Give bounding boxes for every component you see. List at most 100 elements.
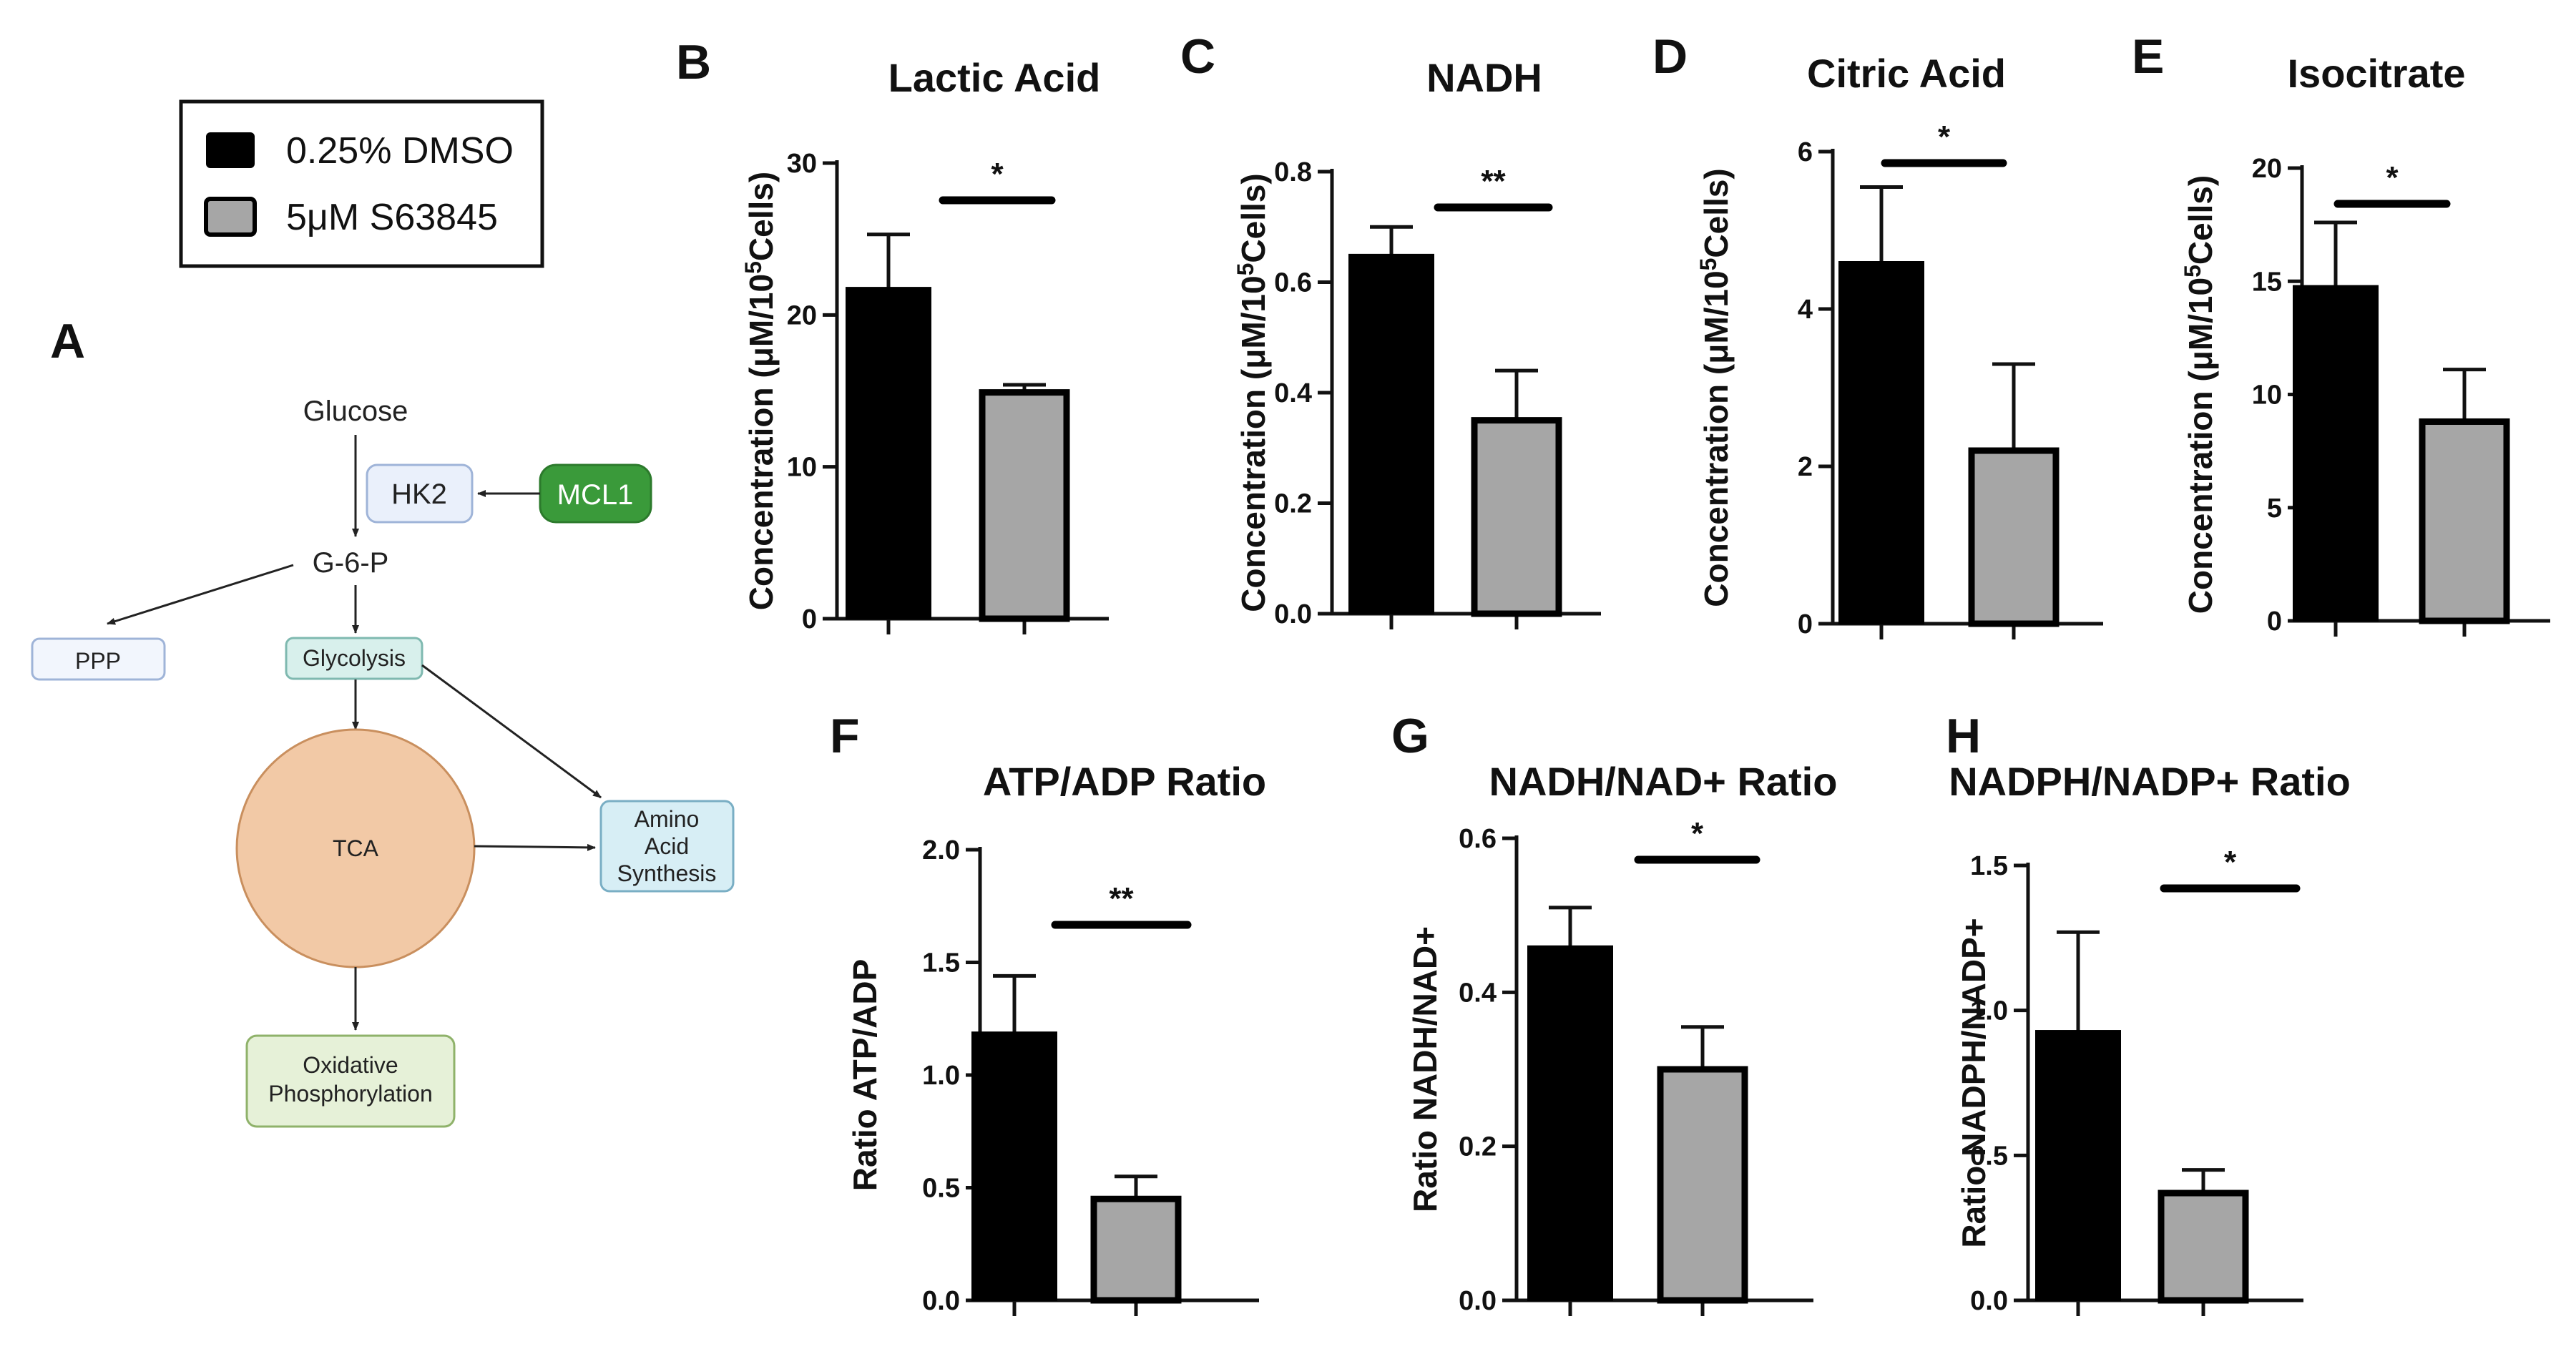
y-tick-label: 10 xyxy=(2252,381,2282,411)
y-tick-label: 0.0 xyxy=(1459,1286,1497,1316)
y-tick-label: 0.5 xyxy=(922,1174,960,1204)
bar xyxy=(1471,417,1562,617)
panel-letter-g: G xyxy=(1391,709,1429,763)
y-tick-label: 1.0 xyxy=(1970,996,2008,1026)
node-glycolysis: Glycolysis xyxy=(303,645,406,671)
node-amino-line3: Synthesis xyxy=(617,860,717,886)
chart-title: Lactic Acid xyxy=(888,55,1101,100)
chart-title: Isocitrate xyxy=(2288,51,2466,96)
significance-label: * xyxy=(1938,119,1951,154)
chart-g: G NADH/NAD+ Ratio Ratio NADH/NAD+ 0.0 0.2 0.4… xyxy=(1391,709,1837,1316)
panel-letter-e: E xyxy=(2132,29,2164,84)
y-tick-label: 0.6 xyxy=(1459,824,1497,854)
chart-title: NADPH/NADP+ Ratio xyxy=(1949,759,2351,804)
significance-label: * xyxy=(991,157,1004,192)
y-axis-label: Ratio ATP/ADP xyxy=(846,959,883,1192)
y-tick-label: 0.2 xyxy=(1274,489,1312,519)
y-tick-label: 2.0 xyxy=(922,835,960,865)
chart-c: C NADH Concentration (μM/105Cells)0.0 0.2 0.… xyxy=(1180,29,1601,629)
y-tick-label: 1.0 xyxy=(922,1061,960,1091)
legend-label-dmso: 0.25% DMSO xyxy=(286,130,514,172)
y-tick-label: 0.0 xyxy=(1274,599,1312,629)
node-amino-line1: Amino xyxy=(635,806,700,832)
pathway-diagram: A Glucose HK2 MCL1 G-6-P PPP Glycolysis … xyxy=(31,314,735,1128)
y-tick-label: 6 xyxy=(1798,137,1813,167)
panel-letter-f: F xyxy=(830,709,860,763)
legend-label-s63845: 5μM S63845 xyxy=(286,197,498,238)
bar xyxy=(1090,1195,1182,1304)
node-amino-box xyxy=(599,800,735,893)
y-tick-label: 15 xyxy=(2252,267,2282,297)
node-glycolysis-box xyxy=(285,637,423,680)
panel-letter-c: C xyxy=(1180,29,1215,84)
significance-label: * xyxy=(2224,845,2237,880)
node-amino-line2: Acid xyxy=(645,833,689,859)
y-tick-label: 0.4 xyxy=(1459,978,1497,1008)
y-tick-label: 0.2 xyxy=(1459,1132,1497,1162)
y-tick-label: 4 xyxy=(1798,295,1813,325)
bar xyxy=(971,1031,1057,1302)
significance-label: * xyxy=(2386,160,2399,195)
bar xyxy=(2035,1030,2121,1302)
node-tca: TCA xyxy=(333,835,379,861)
y-tick-label: 0.8 xyxy=(1274,157,1312,187)
significance-label: ** xyxy=(1109,881,1134,916)
y-axis-label: Concentration (μM/105Cells) xyxy=(1695,168,1735,607)
node-ppp-box xyxy=(31,637,166,681)
panel-letter-b: B xyxy=(676,35,711,89)
y-axis-label: Concentration (μM/105Cells) xyxy=(1233,173,1272,612)
panel-letter-d: D xyxy=(1652,29,1688,84)
node-oxphos-box xyxy=(245,1034,456,1128)
bar xyxy=(1838,261,1924,624)
bar xyxy=(2293,285,2379,622)
y-tick-label: 0.5 xyxy=(1970,1141,2008,1171)
chart-b: B Lactic Acid Concentration (μM/105Cells) 0… xyxy=(676,35,1109,634)
chart-title: ATP/ADP Ratio xyxy=(983,759,1266,804)
node-oxphos-line1: Oxidative xyxy=(303,1052,398,1078)
arrow-tca-amino xyxy=(474,843,596,851)
arrow-glycolysis-amino xyxy=(421,664,602,799)
y-tick-label: 0.0 xyxy=(922,1286,960,1316)
panel-letter-a: A xyxy=(50,314,85,368)
bar xyxy=(2419,418,2510,624)
significance-label: ** xyxy=(1481,164,1506,199)
y-tick-label: 1.5 xyxy=(1970,851,2008,881)
node-mcl1: MCL1 xyxy=(557,479,634,511)
arrow-g6p-ppp xyxy=(107,564,294,625)
node-hk2: HK2 xyxy=(391,479,447,510)
y-axis-label: Concentration (μM/105Cells) xyxy=(740,172,780,610)
y-tick-label: 0 xyxy=(802,604,817,634)
y-tick-label: 20 xyxy=(787,300,817,330)
y-tick-label: 0.4 xyxy=(1274,378,1312,408)
legend-box xyxy=(179,99,544,268)
y-tick-label: 0 xyxy=(1798,609,1813,639)
node-ppp: PPP xyxy=(75,648,121,674)
bar xyxy=(1657,1066,1748,1304)
y-tick-label: 10 xyxy=(787,453,817,483)
bar xyxy=(979,389,1070,622)
bar xyxy=(1527,945,1613,1301)
y-tick-label: 1.5 xyxy=(922,948,960,978)
y-tick-label: 30 xyxy=(787,149,817,179)
node-glucose: Glucose xyxy=(303,396,408,427)
panel-letter-h: H xyxy=(1946,709,1981,763)
node-hk2-box xyxy=(366,463,474,524)
y-axis-label: Ratio NADH/NAD+ xyxy=(1406,926,1444,1212)
node-g6p: G-6-P xyxy=(313,547,389,579)
bar xyxy=(1968,447,2060,627)
y-axis-label: Concentration (μM/105Cells) xyxy=(2180,175,2219,614)
y-tick-label: 2 xyxy=(1798,452,1813,482)
legend-swatch-s63845 xyxy=(204,197,257,237)
bar xyxy=(1348,253,1434,614)
chart-e: E Isocitrate Concentration (μM/105Cells) 0 5… xyxy=(2132,29,2550,637)
legend-swatch-dmso xyxy=(206,132,255,168)
bar xyxy=(2158,1189,2249,1304)
chart-title: NADH/NAD+ Ratio xyxy=(1489,759,1838,804)
y-tick-label: 20 xyxy=(2252,154,2282,184)
y-tick-label: 5 xyxy=(2267,494,2282,524)
chart-title: Citric Acid xyxy=(1807,51,2006,96)
node-oxphos-line2: Phosphorylation xyxy=(268,1081,432,1107)
